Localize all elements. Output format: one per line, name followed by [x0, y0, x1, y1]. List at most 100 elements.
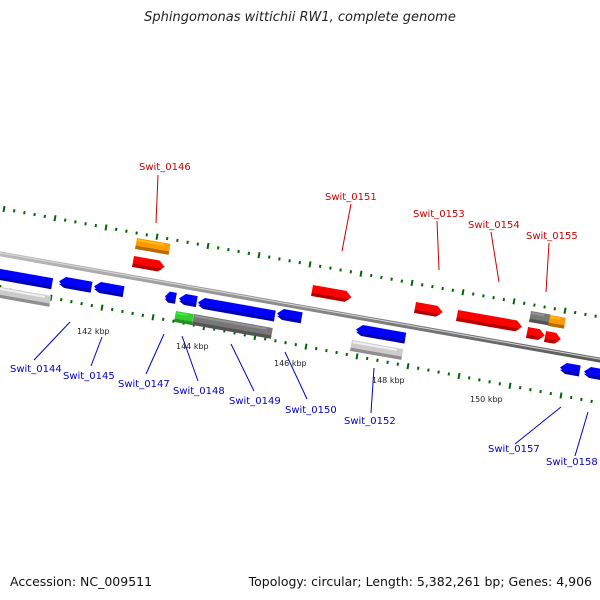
inner-tick: [559, 392, 563, 399]
gene-swit-0157-highlight: [566, 364, 580, 369]
gene-label-swit-0151[interactable]: Swit_0151: [325, 192, 377, 203]
gene-green[interactable]: [174, 311, 194, 325]
leader-line-swit-0149: [230, 343, 255, 392]
gene-blue-left-shadow: [0, 275, 52, 290]
outer-tick: [227, 248, 230, 252]
outer-tick: [482, 294, 485, 298]
gene-label-swit-0154[interactable]: Swit_0154: [468, 220, 520, 231]
gene-red-b-highlight: [546, 332, 557, 336]
accession-text: Accession: NC_009511: [10, 574, 153, 589]
gene-swit-0150[interactable]: [276, 308, 303, 324]
gene-label-swit-0158[interactable]: Swit_0158: [546, 457, 598, 468]
gene-swit-0147[interactable]: [164, 291, 177, 304]
leader-line-swit-0146: [155, 174, 159, 224]
outer-tick: [380, 275, 383, 280]
gene-lightgray-mid-highlight: [352, 341, 398, 351]
gene-label-swit-0149[interactable]: Swit_0149: [229, 396, 281, 407]
inner-tick: [549, 391, 553, 396]
outer-tick: [216, 246, 220, 250]
gene-label-swit-0157[interactable]: Swit_0157: [488, 444, 540, 455]
inner-tick: [416, 366, 420, 370]
gene-label-swit-0144[interactable]: Swit_0144: [10, 364, 62, 375]
inner-tick: [376, 358, 379, 362]
gene-orange-b[interactable]: [548, 315, 566, 329]
gene-label-swit-0145[interactable]: Swit_0145: [63, 371, 115, 382]
inner-tick: [467, 376, 471, 380]
gene-swit-0151[interactable]: [311, 285, 352, 303]
gene-gray-long[interactable]: [192, 314, 273, 339]
gene-label-swit-0148[interactable]: Swit_0148: [173, 386, 225, 397]
inner-tick: [539, 389, 542, 394]
outer-tick: [145, 233, 149, 237]
gene-swit-0146-highlight: [134, 257, 160, 264]
outer-tick: [563, 307, 567, 314]
gene-lightgray-mid[interactable]: [350, 340, 404, 360]
gene-swit-0152-shadow: [355, 331, 405, 344]
outer-tick: [512, 298, 516, 305]
gene-orange-a[interactable]: [135, 238, 171, 255]
gene-blue-left[interactable]: [0, 268, 54, 290]
outer-tick: [257, 252, 261, 259]
leader-line-swit-0145: [90, 336, 103, 367]
gene-swit-0155[interactable]: [526, 327, 546, 341]
outer-tick: [441, 286, 444, 291]
gene-red-b[interactable]: [544, 331, 562, 345]
gene-swit-0145[interactable]: [93, 281, 125, 298]
gene-swit-0153[interactable]: [414, 302, 443, 318]
outer-tick: [431, 284, 434, 289]
inner-tick: [406, 363, 410, 370]
gene-label-swit-0155[interactable]: Swit_0155: [526, 231, 578, 242]
gene-swit-0147-highlight: [169, 292, 176, 296]
leader-line-swit-0155: [545, 242, 550, 293]
gene-label-swit-0153[interactable]: Swit_0153: [413, 209, 465, 220]
outer-tick: [267, 255, 271, 259]
gene-swit-0149[interactable]: [197, 297, 276, 322]
leader-line-swit-0151: [341, 203, 352, 252]
gene-swit-0148-highlight: [185, 295, 197, 299]
ruler-label-148: 148 kbp: [372, 376, 405, 385]
gene-swit-0152[interactable]: [355, 324, 407, 344]
gene-swit-0149-shadow: [197, 304, 275, 322]
outer-tick: [573, 310, 577, 315]
gene-swit-0146[interactable]: [132, 256, 165, 272]
inner-tick: [151, 314, 155, 321]
gene-swit-0144[interactable]: [58, 276, 93, 293]
outer-tick: [278, 257, 281, 261]
outer-tick: [369, 273, 373, 278]
outer-tick: [84, 222, 87, 226]
outer-tick: [308, 261, 312, 268]
gene-lightgray-left-highlight: [0, 287, 46, 298]
inner-tick: [70, 300, 73, 304]
outer-tick: [400, 279, 404, 283]
ruler-label-144: 144 kbp: [176, 342, 209, 351]
gene-label-swit-0146[interactable]: Swit_0146: [139, 162, 191, 173]
inner-tick: [386, 360, 389, 364]
outer-tick: [237, 249, 240, 254]
inner-tick: [284, 341, 287, 345]
outer-tick: [584, 312, 587, 317]
gene-gray-a[interactable]: [529, 311, 551, 326]
outer-tick: [553, 307, 557, 311]
inner-tick: [141, 313, 145, 318]
outer-tick: [471, 292, 475, 296]
leader-line-swit-0158: [574, 411, 589, 457]
gene-swit-0157[interactable]: [559, 362, 581, 377]
gene-lightgray-left[interactable]: [0, 286, 52, 307]
inner-tick: [508, 382, 512, 389]
gene-swit-0154[interactable]: [456, 310, 523, 332]
outer-tick: [522, 301, 526, 305]
outer-tick: [155, 233, 159, 240]
gene-swit-0147-shadow: [164, 298, 176, 304]
outer-tick: [318, 264, 322, 268]
outer-tick: [186, 240, 189, 244]
inner-tick: [0, 284, 2, 292]
gene-swit-0155-shadow: [526, 334, 543, 340]
gene-swit-0148[interactable]: [178, 293, 198, 307]
inner-tick: [335, 350, 338, 355]
inner-tick: [325, 348, 328, 353]
gene-label-swit-0147[interactable]: Swit_0147: [118, 379, 170, 390]
gene-swit-0158[interactable]: [583, 366, 600, 381]
outer-tick: [420, 283, 424, 287]
gene-label-swit-0150[interactable]: Swit_0150: [285, 405, 337, 416]
gene-label-swit-0152[interactable]: Swit_0152: [344, 416, 396, 427]
